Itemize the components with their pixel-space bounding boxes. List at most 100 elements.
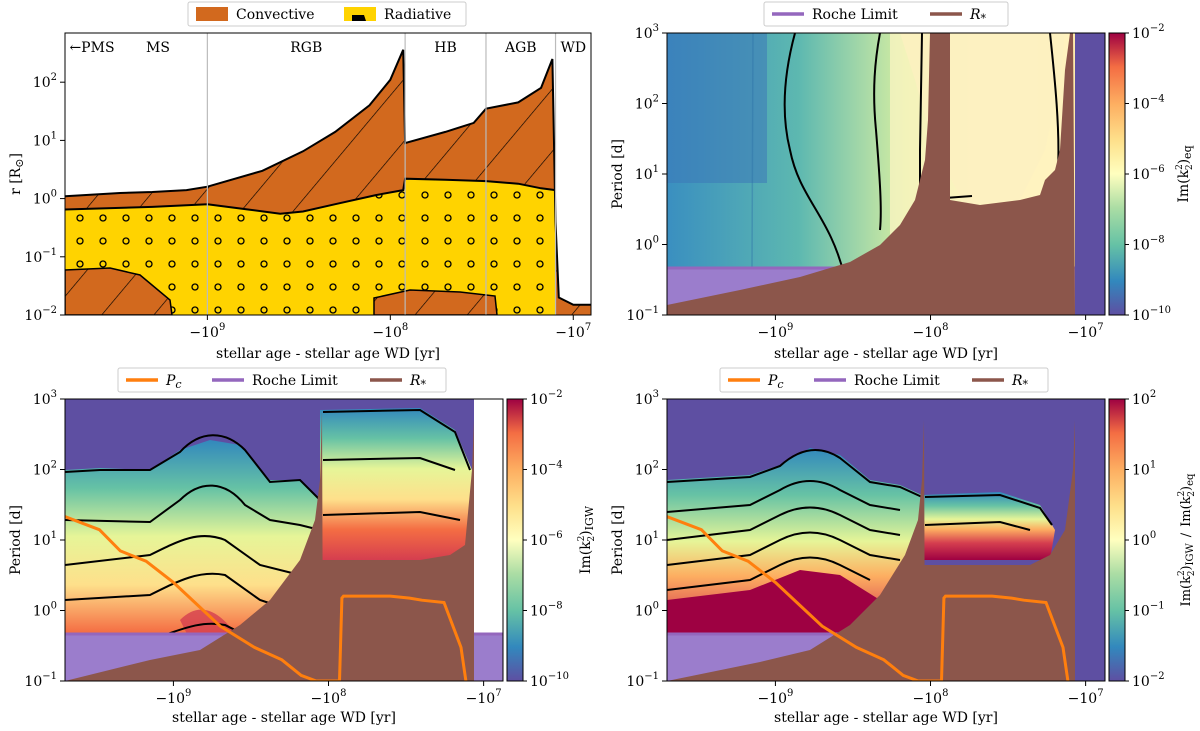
ratio-colorbar-label: Im(k22)IGW/Im(k22)eq: [1177, 473, 1197, 606]
y-tick-label: 100: [33, 601, 57, 620]
colorbar-tick-label: 10−8: [1132, 235, 1165, 254]
ratio-x-ticks: −109 −108 −107: [757, 681, 1104, 707]
eq-wd-region: [1075, 33, 1105, 315]
ratio-stellar-radius-rgb: [667, 420, 925, 681]
y-tick-label: 102: [635, 460, 659, 479]
igw-colorbar-ticks: 10−2 10−4 10−6 10−8 10−10: [523, 389, 569, 690]
igw-colorbar: [506, 398, 524, 682]
igw-y-label: Period [d]: [8, 505, 24, 575]
x-tick-label: −107: [1068, 322, 1104, 341]
colorbar-tick-label: 102: [1132, 389, 1156, 408]
eq-y-ticks: 10−1 100 101 102 103: [626, 23, 667, 324]
y-tick-label: 100: [635, 235, 659, 254]
stellar-radius-line: [65, 49, 591, 306]
legend-radiative-label: Radiative: [384, 7, 451, 23]
legend-pc-label: Pc: [165, 373, 182, 391]
x-tick-label: −107: [555, 322, 591, 341]
y-tick-label: 103: [635, 23, 659, 42]
y-tick-label: 101: [33, 130, 57, 149]
igw-contour-hb-3: [322, 510, 461, 521]
igw-contour-hb-1: [322, 408, 471, 471]
igw-critical-period-line: [65, 514, 468, 681]
igw-heatmap-hb: [320, 408, 472, 560]
ratio-contour-1: [667, 449, 923, 498]
igw-contour-4: [65, 572, 291, 611]
x-tick-label: −107: [1068, 688, 1104, 707]
y-tick-label: 103: [635, 389, 659, 408]
phase-label: WD: [560, 40, 586, 56]
ratio-stellar-radius-hb: [924, 420, 1075, 681]
colorbar-tick-label: 10−4: [530, 460, 563, 479]
legend-radius-label: R*: [1011, 373, 1029, 391]
igw-plot-area: [65, 399, 503, 681]
ratio-critical-period-line: [667, 514, 1070, 681]
legend-convective-swatch: [196, 7, 228, 21]
structure-y-ticks: 10−2 10−1 100 101 102: [24, 72, 65, 324]
y-tick-label: 101: [635, 164, 659, 183]
colorbar-tick-label: 10−2: [1132, 671, 1165, 690]
eq-colorbar-label: Im(k22)eq: [1175, 145, 1195, 202]
panel-ratio: −109 −108 −107 10−1 100 101 102 103 stellar ag…: [610, 367, 1197, 726]
igw-stellar-radius-rgb: [65, 410, 323, 681]
igw-contour-2: [65, 484, 321, 531]
colorbar-tick-label: 101: [1132, 460, 1156, 479]
legend-convective-label: Convective: [236, 7, 315, 23]
phase-labels: ←PMS MS RGB HB AGB WD: [69, 40, 586, 56]
ratio-y-ticks: 10−1 100 101 102 103: [626, 389, 667, 690]
colorbar-tick-label: 10−8: [530, 601, 563, 620]
ratio-x-label: stellar age - stellar age WD [yr]: [774, 710, 998, 726]
y-tick-label: 102: [33, 72, 57, 91]
y-tick-label: 10−1: [24, 671, 57, 690]
eq-contour-2: [873, 33, 882, 231]
legend-radius-label: R*: [969, 7, 987, 25]
eq-heatmap-seam: [751, 33, 754, 269]
ratio-legend: Pc Roche Limit R*: [719, 367, 1049, 393]
x-tick-label: −108: [372, 322, 408, 341]
colorbar-tick-label: 10−1: [1132, 601, 1165, 620]
x-tick-label: −108: [913, 322, 949, 341]
y-tick-label: 10−1: [24, 247, 57, 266]
colorbar-tick-label: 10−6: [530, 530, 563, 549]
convective-boundary-line: [65, 177, 556, 215]
structure-plot-area: ←PMS MS RGB HB AGB WD: [65, 33, 591, 315]
y-tick-label: 102: [33, 460, 57, 479]
igw-contour-hb-2: [322, 456, 456, 471]
ratio-contour-hb-1: [924, 493, 1053, 526]
ratio-contour-5: [667, 556, 871, 591]
ratio-contour-2: [667, 480, 901, 513]
legend-frame: [719, 367, 1049, 393]
legend-pc-label: Pc: [767, 373, 784, 391]
radiative-dots: [65, 178, 556, 315]
x-tick-label: −108: [311, 688, 347, 707]
legend-frame: [187, 1, 467, 27]
x-tick-label: −107: [466, 688, 502, 707]
eq-x-ticks: −109 −108 −107: [757, 315, 1104, 341]
ratio-heatmap-hb: [922, 492, 1055, 560]
ratio-colorbar-ticks: 102 101 100 10−1 10−2: [1125, 389, 1165, 690]
core-convective-hatch: [65, 268, 172, 315]
legend-radius-label: R*: [409, 373, 427, 391]
y-tick-label: 10−1: [626, 671, 659, 690]
phase-label: MS: [146, 40, 170, 56]
structure-x-label: stellar age - stellar age WD [yr]: [216, 346, 440, 362]
structure-legend: Convective Radiative: [187, 1, 467, 27]
legend-roche-label: Roche Limit: [252, 373, 338, 389]
ratio-colorbar: [1108, 398, 1126, 682]
ratio-plot-area: [667, 399, 1105, 681]
structure-frame: [64, 32, 592, 316]
igw-stellar-radius-hb: [322, 420, 474, 681]
ratio-wd-region: [1075, 399, 1105, 681]
phase-label: ←PMS: [69, 40, 114, 56]
panel-eq-tides: −109 −108 −107 10−1 100 101 102 103 stellar ag…: [610, 1, 1195, 362]
legend-frame: [763, 1, 1009, 27]
phase-boundaries: [206, 33, 557, 315]
legend-frame: [117, 367, 447, 393]
igw-legend: Pc Roche Limit R*: [117, 367, 447, 393]
y-tick-label: 10−2: [24, 305, 57, 324]
eq-x-label: stellar age - stellar age WD [yr]: [774, 346, 998, 362]
colorbar-tick-label: 10−2: [530, 389, 563, 408]
eq-colorbar-ticks: 10−2 10−4 10−6 10−8 10−10: [1125, 23, 1171, 324]
y-tick-label: 100: [33, 189, 57, 208]
x-tick-label: −109: [189, 322, 225, 341]
igw-x-label: stellar age - stellar age WD [yr]: [172, 710, 396, 726]
